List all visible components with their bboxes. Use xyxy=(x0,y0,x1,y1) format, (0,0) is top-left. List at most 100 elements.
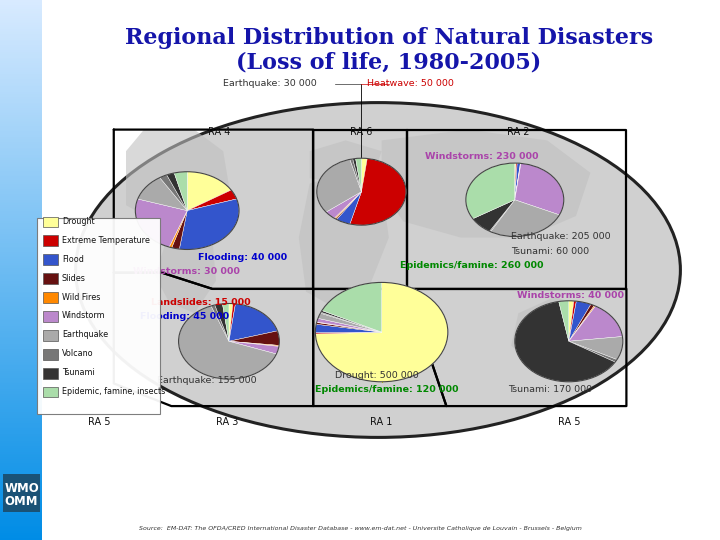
Bar xyxy=(0,43,42,45)
Bar xyxy=(0,470,42,471)
Bar xyxy=(0,77,42,79)
Wedge shape xyxy=(138,178,187,211)
Bar xyxy=(0,463,42,464)
Bar xyxy=(0,113,42,115)
Bar xyxy=(0,5,42,7)
Bar xyxy=(0,27,42,29)
Text: Drought: 500 000: Drought: 500 000 xyxy=(335,371,418,380)
Bar xyxy=(0,236,42,238)
Wedge shape xyxy=(515,163,521,200)
Bar xyxy=(0,38,42,39)
Wedge shape xyxy=(229,303,233,341)
Bar xyxy=(0,167,42,169)
Bar xyxy=(0,329,42,331)
Bar xyxy=(0,529,42,531)
Bar xyxy=(0,88,42,90)
Polygon shape xyxy=(299,173,389,308)
Bar xyxy=(0,511,42,513)
Bar xyxy=(0,147,42,150)
Bar xyxy=(0,29,42,31)
Text: Earthquake: 205 000: Earthquake: 205 000 xyxy=(511,232,611,241)
Bar xyxy=(0,15,42,16)
Text: Slides: Slides xyxy=(62,274,86,282)
Bar xyxy=(0,23,42,25)
Bar xyxy=(0,524,42,525)
Bar xyxy=(0,385,42,387)
Bar xyxy=(0,336,42,339)
Bar xyxy=(0,31,42,32)
Bar xyxy=(0,86,42,88)
Bar xyxy=(0,93,42,96)
Bar xyxy=(0,131,42,133)
Bar xyxy=(0,268,42,270)
Bar xyxy=(0,270,42,272)
Text: RA 5: RA 5 xyxy=(557,417,580,427)
Bar xyxy=(0,475,42,477)
Bar xyxy=(0,137,42,139)
Wedge shape xyxy=(490,200,515,232)
Bar xyxy=(0,421,42,423)
Bar xyxy=(0,216,42,218)
Bar xyxy=(0,158,42,160)
Bar xyxy=(0,493,42,495)
Bar xyxy=(0,274,42,275)
Bar xyxy=(0,189,42,191)
Bar xyxy=(0,482,42,484)
Wedge shape xyxy=(336,192,361,220)
Bar xyxy=(0,223,42,225)
Wedge shape xyxy=(317,159,361,212)
Bar xyxy=(0,135,42,137)
Bar xyxy=(0,32,42,34)
Wedge shape xyxy=(334,192,361,219)
Bar xyxy=(0,281,42,282)
Wedge shape xyxy=(353,159,361,192)
Bar xyxy=(0,157,42,158)
Bar xyxy=(0,525,42,528)
Text: Earthquake: Earthquake xyxy=(62,330,108,339)
Bar xyxy=(0,16,42,18)
Text: Windstorm: Windstorm xyxy=(62,312,106,320)
Bar xyxy=(0,360,42,362)
Bar xyxy=(0,448,42,450)
Bar xyxy=(0,177,42,178)
Bar xyxy=(0,403,42,405)
Text: Windstorms: 40 000: Windstorms: 40 000 xyxy=(517,292,624,300)
Bar xyxy=(0,79,42,81)
Bar xyxy=(0,439,42,441)
Text: Earthquake: 155 000: Earthquake: 155 000 xyxy=(157,376,256,385)
Bar xyxy=(0,153,42,155)
Text: Landslides: 15 000: Landslides: 15 000 xyxy=(151,298,251,307)
Bar xyxy=(43,311,58,322)
Bar xyxy=(0,76,42,77)
Text: Wild Fires: Wild Fires xyxy=(62,293,100,301)
Bar xyxy=(0,477,42,479)
Bar xyxy=(0,160,42,162)
Bar xyxy=(0,302,42,304)
Bar xyxy=(0,342,42,344)
Bar xyxy=(0,104,42,106)
Wedge shape xyxy=(187,190,237,211)
Bar xyxy=(0,142,42,144)
Wedge shape xyxy=(361,158,367,192)
Bar xyxy=(0,65,42,66)
Bar xyxy=(0,474,42,475)
Bar xyxy=(0,432,42,434)
Bar xyxy=(0,4,42,5)
Bar xyxy=(0,140,42,142)
Bar xyxy=(0,322,42,324)
Bar xyxy=(0,353,42,355)
Wedge shape xyxy=(356,158,361,192)
Bar xyxy=(0,504,42,506)
Bar xyxy=(0,362,42,363)
Text: RA 6: RA 6 xyxy=(350,127,373,137)
Text: Tsunami: Tsunami xyxy=(62,368,94,377)
Bar xyxy=(0,443,42,444)
Bar xyxy=(0,228,42,231)
Bar xyxy=(0,2,42,4)
Text: Volcano: Volcano xyxy=(62,349,94,358)
Bar xyxy=(0,218,42,220)
Bar xyxy=(0,7,42,9)
Bar xyxy=(0,155,42,157)
Text: Tsunami: 60 000: Tsunami: 60 000 xyxy=(511,247,590,255)
Bar xyxy=(0,409,42,410)
